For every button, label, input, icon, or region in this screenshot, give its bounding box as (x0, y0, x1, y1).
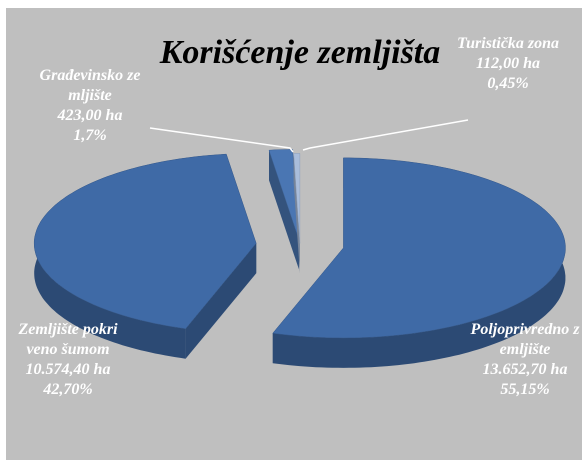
data-label: Poljoprivredno zemljište 13.652,70 ha 55,1… (470, 320, 580, 400)
slice (33, 153, 257, 329)
label-area: 13.652,70 ha (482, 361, 568, 378)
label-category: Zemljište pokriveno šumom (18, 321, 118, 358)
data-label: Zemljište pokriveno šumom 10.574,40 ha 42,… (18, 320, 118, 400)
slice-edge (269, 150, 299, 270)
label-area: 10.574,40 ha (25, 361, 111, 378)
data-label: Građevinsko zemljište 423,00 ha 1,7% (34, 66, 146, 146)
label-percent: 0,45% (487, 75, 529, 92)
label-area: 112,00 ha (475, 55, 540, 72)
slice (272, 157, 566, 339)
label-category: Turistička zona (456, 35, 560, 52)
label-percent: 55,15% (500, 381, 550, 398)
slice (293, 153, 301, 244)
leader-line (302, 119, 469, 151)
leader-line (149, 127, 294, 153)
data-label: Turistička zona 112,00 ha 0,45% (456, 34, 560, 94)
pie (33, 149, 566, 368)
chart-title: Korišćenje zemljišta (159, 34, 441, 71)
label-percent: 1,7% (73, 127, 107, 144)
label-category: Poljoprivredno zemljište (470, 321, 580, 358)
slice-edge (185, 243, 257, 359)
label-percent: 42,70% (43, 381, 93, 398)
label-category: Građevinsko zemljište (39, 67, 141, 104)
label-area: 423,00 ha (57, 107, 123, 124)
